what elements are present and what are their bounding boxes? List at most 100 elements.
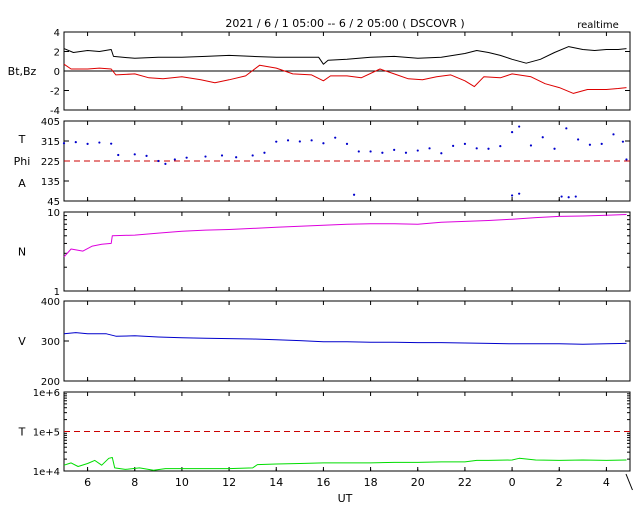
x-tick-label: 14 — [269, 476, 283, 489]
data-point — [588, 143, 592, 146]
data-point — [164, 162, 167, 165]
y-tick-label: 135 — [41, 177, 60, 188]
x-tick-label: 0 — [509, 476, 516, 489]
data-point — [220, 154, 224, 157]
data-point — [416, 149, 419, 152]
series-line — [63, 63, 627, 94]
data-point — [428, 147, 431, 150]
data-point — [577, 138, 580, 141]
data-point — [345, 142, 349, 145]
data-point — [529, 144, 533, 147]
data-point — [510, 194, 514, 197]
data-point — [173, 158, 176, 161]
data-point — [185, 156, 188, 159]
data-point — [487, 147, 490, 150]
data-point — [475, 147, 478, 150]
y-tick-label: 405 — [41, 117, 60, 128]
panel-phi: 405 315 225 135 45 T Phi A — [14, 117, 631, 208]
data-point — [574, 195, 577, 198]
y-tick-label: 10 — [47, 208, 60, 219]
x-tick-label: 2 — [556, 476, 563, 489]
data-point — [322, 142, 325, 145]
data-point — [393, 148, 396, 151]
x-tick-label: 4 — [603, 476, 610, 489]
y-tick-label: 315 — [41, 137, 60, 148]
x-tick-label: 12 — [222, 476, 236, 489]
y-tick-label: 400 — [41, 297, 60, 308]
y-axis-label: A — [18, 177, 26, 190]
realtime-label: realtime — [577, 20, 619, 31]
data-point — [369, 150, 372, 153]
x-tick-label: 10 — [175, 476, 189, 489]
series — [63, 63, 627, 94]
data-point — [381, 151, 384, 154]
x-axis: 6 8 10 12 14 16 18 20 22 0 2 4 — [84, 473, 633, 491]
y-axis-label: Bt,Bz — [8, 65, 37, 78]
data-point — [110, 142, 113, 145]
panel-bt-bz: 4 2 0 -2 -4 Bt,Bz — [8, 28, 631, 117]
x-tick-label: 22 — [458, 476, 472, 489]
x-tick-label: 8 — [131, 476, 138, 489]
y-tick-label: 1e+4 — [33, 467, 60, 478]
x-tick-label: 20 — [411, 476, 425, 489]
chart-title: 2021 / 6 / 1 05:00 -- 6 / 2 05:00 ( DSCO… — [225, 17, 464, 30]
panel-n: 10 1 N — [18, 208, 631, 298]
data-point — [510, 131, 514, 134]
series — [63, 46, 627, 65]
y-tick-label: 45 — [47, 197, 60, 208]
data-point — [565, 127, 568, 130]
data-point — [357, 150, 360, 153]
y-tick-label: 4 — [54, 28, 60, 39]
data-point — [117, 153, 120, 157]
y-axis-label: Phi — [14, 155, 31, 168]
data-point — [62, 142, 66, 145]
data-point — [567, 196, 570, 199]
data-point — [286, 139, 290, 142]
series — [63, 214, 627, 258]
y-tick-label: 1e+5 — [33, 428, 60, 439]
y-axis-label: T — [18, 426, 26, 439]
data-point — [452, 144, 455, 147]
series — [63, 457, 627, 471]
y-tick-label: 1 — [54, 287, 60, 298]
panel-frame — [63, 300, 631, 382]
data-point — [621, 140, 625, 143]
y-tick-label: -4 — [50, 106, 60, 117]
data-point — [98, 141, 101, 144]
series-line — [63, 214, 627, 258]
x-axis-label: UT — [338, 492, 353, 505]
y-tick-label: 0 — [54, 67, 60, 78]
data-point — [499, 145, 502, 148]
y-tick-label: 300 — [41, 337, 60, 348]
data-point — [625, 158, 628, 161]
y-tick-label: 2 — [54, 48, 60, 59]
data-point — [86, 142, 89, 145]
data-point — [612, 133, 615, 136]
data-point — [404, 151, 408, 154]
panel-frame — [63, 211, 631, 292]
data-point — [74, 141, 77, 144]
series — [63, 332, 627, 345]
data-point — [560, 195, 563, 198]
data-point — [145, 154, 148, 157]
y-tick-label: -2 — [50, 87, 60, 98]
y-axis-label: T — [18, 133, 26, 146]
data-point — [235, 156, 238, 159]
series — [62, 125, 628, 165]
y-tick-label: 200 — [41, 377, 60, 388]
series-line — [63, 46, 627, 65]
data-point — [463, 142, 467, 145]
data-point — [541, 136, 544, 139]
y-tick-label: 1e+6 — [33, 388, 60, 399]
data-point — [600, 142, 603, 145]
data-point — [275, 140, 278, 143]
y-axis-label: V — [18, 335, 26, 348]
x-tick-label: 18 — [364, 476, 378, 489]
y-tick-label: 225 — [41, 157, 60, 168]
data-point — [352, 193, 356, 196]
series-line — [63, 457, 627, 471]
data-point — [310, 139, 313, 142]
panel-v: 400 300 200 V — [18, 297, 631, 388]
